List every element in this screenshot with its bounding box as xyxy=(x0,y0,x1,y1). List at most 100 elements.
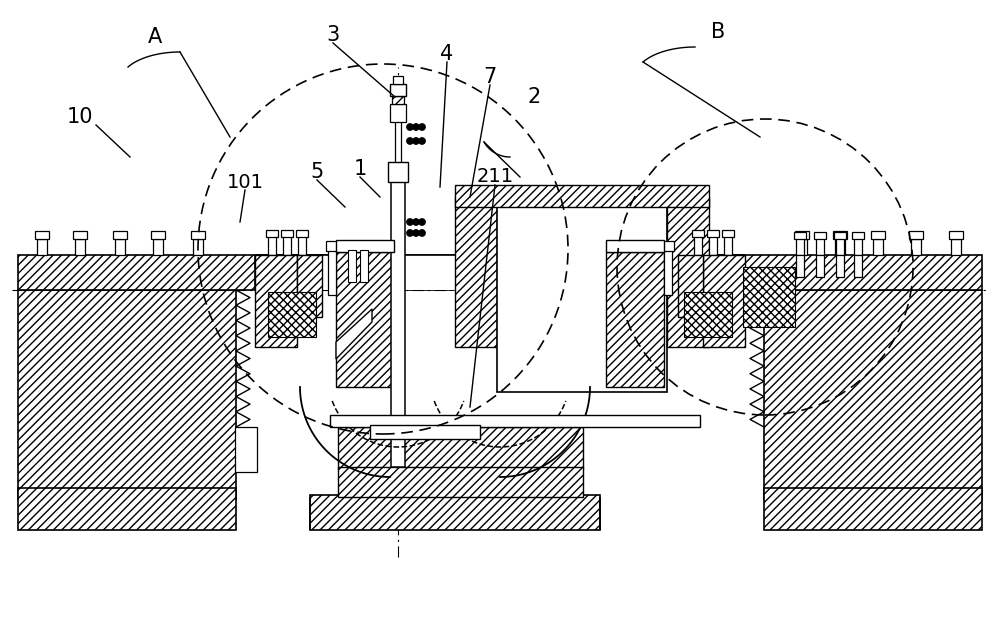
Bar xyxy=(852,232,864,239)
Bar xyxy=(330,415,700,427)
Bar xyxy=(709,235,717,255)
Bar xyxy=(193,239,203,255)
Circle shape xyxy=(413,138,420,145)
Circle shape xyxy=(418,218,426,225)
Bar xyxy=(283,235,291,255)
Bar xyxy=(743,267,795,327)
Text: 5: 5 xyxy=(310,162,324,182)
Bar xyxy=(833,231,847,239)
Bar xyxy=(949,231,963,239)
Bar xyxy=(73,231,87,239)
Bar xyxy=(796,237,804,255)
Bar xyxy=(796,255,804,277)
Text: 7: 7 xyxy=(483,67,497,87)
Bar xyxy=(115,239,125,255)
Bar xyxy=(298,235,306,255)
Bar xyxy=(854,255,862,277)
Circle shape xyxy=(406,124,414,131)
Bar xyxy=(707,230,719,237)
Bar xyxy=(722,230,734,237)
Bar xyxy=(151,231,165,239)
Circle shape xyxy=(418,124,426,131)
Bar xyxy=(814,232,826,239)
Bar xyxy=(836,237,844,255)
Bar xyxy=(235,427,257,472)
Bar xyxy=(455,197,497,347)
Text: 2: 2 xyxy=(527,87,541,107)
Bar xyxy=(871,231,885,239)
Bar xyxy=(834,232,846,239)
Bar xyxy=(191,231,205,239)
Circle shape xyxy=(406,138,414,145)
Bar xyxy=(664,245,672,295)
Bar xyxy=(37,239,47,255)
Bar xyxy=(395,117,401,177)
Bar xyxy=(606,252,664,387)
Bar xyxy=(692,230,704,237)
Bar xyxy=(388,162,408,182)
Bar xyxy=(909,231,923,239)
Bar xyxy=(835,239,845,255)
Bar xyxy=(854,237,862,255)
Bar xyxy=(694,235,702,255)
Polygon shape xyxy=(336,309,372,359)
Bar xyxy=(497,197,667,392)
Bar xyxy=(794,232,806,239)
Bar xyxy=(310,495,600,530)
Bar xyxy=(360,250,368,282)
Bar xyxy=(18,255,982,290)
Bar xyxy=(951,239,961,255)
Bar xyxy=(455,185,709,207)
Bar xyxy=(348,250,356,282)
Bar xyxy=(392,96,404,104)
Bar xyxy=(35,231,49,239)
Bar xyxy=(816,237,824,255)
Bar xyxy=(911,239,921,255)
Bar xyxy=(393,76,403,84)
Bar xyxy=(703,255,745,347)
Circle shape xyxy=(413,124,420,131)
Bar xyxy=(873,239,883,255)
Bar xyxy=(797,239,807,255)
Text: A: A xyxy=(148,27,162,47)
Bar xyxy=(816,255,824,277)
Circle shape xyxy=(418,138,426,145)
Bar xyxy=(281,230,293,237)
Bar xyxy=(724,235,732,255)
Circle shape xyxy=(413,218,420,225)
Bar xyxy=(268,235,276,255)
Text: 101: 101 xyxy=(226,173,264,192)
Bar xyxy=(255,255,745,290)
Bar xyxy=(266,230,278,237)
Bar xyxy=(390,84,406,96)
Text: 3: 3 xyxy=(326,25,340,45)
Text: 10: 10 xyxy=(67,107,93,127)
Bar xyxy=(764,488,982,530)
Circle shape xyxy=(406,229,414,236)
Bar xyxy=(268,292,316,337)
Text: B: B xyxy=(711,22,725,42)
Text: 211: 211 xyxy=(476,168,514,187)
Circle shape xyxy=(418,229,426,236)
Circle shape xyxy=(413,229,420,236)
Bar xyxy=(667,197,709,347)
Bar xyxy=(113,231,127,239)
Bar xyxy=(75,239,85,255)
Bar xyxy=(370,425,480,439)
Bar xyxy=(297,255,322,317)
Bar xyxy=(678,255,703,317)
Bar xyxy=(606,240,664,252)
Bar xyxy=(391,177,405,467)
Bar xyxy=(255,255,297,347)
Bar xyxy=(795,231,809,239)
Bar xyxy=(764,290,982,500)
Circle shape xyxy=(406,218,414,225)
Bar xyxy=(662,241,674,251)
Bar xyxy=(338,427,583,469)
Bar xyxy=(336,240,394,252)
Bar xyxy=(18,290,236,500)
Text: 1: 1 xyxy=(353,159,367,179)
Bar xyxy=(684,292,732,337)
Bar xyxy=(336,252,394,387)
Bar xyxy=(153,239,163,255)
